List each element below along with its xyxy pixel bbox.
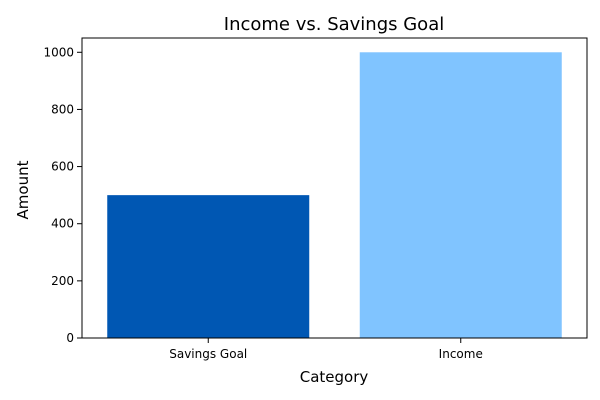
axes-frame (81, 37, 588, 339)
bar-savings-goal (107, 195, 310, 338)
y-tick-label: 1000 (43, 45, 74, 59)
y-axis-label: Amount (14, 160, 32, 219)
y-tick-label: 200 (51, 274, 74, 288)
x-tick-label: Savings Goal (169, 347, 247, 361)
x-axis-label: Category (300, 368, 369, 386)
y-tick-label: 400 (51, 217, 74, 231)
chart-title: Income vs. Savings Goal (224, 14, 444, 35)
plot-area: Savings Goal Income 0 200 400 600 800 1000 (43, 37, 588, 361)
y-tick-label: 0 (66, 331, 74, 345)
bar-income (359, 52, 562, 339)
y-tick-label: 800 (51, 102, 74, 116)
x-tick-label: Income (439, 347, 483, 361)
y-tick-label: 600 (51, 160, 74, 174)
